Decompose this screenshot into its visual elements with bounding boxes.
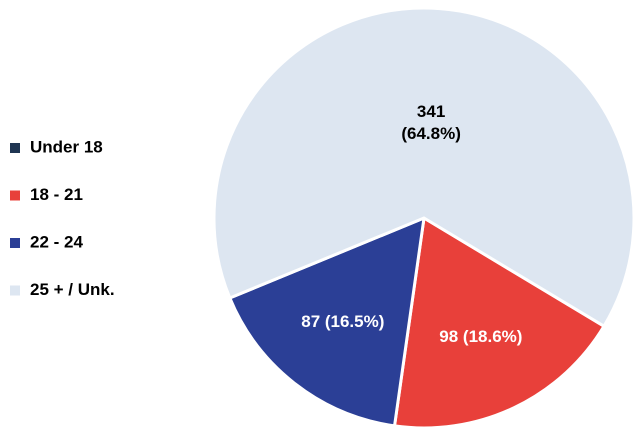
- legend-label: 22 - 24: [30, 232, 83, 251]
- legend-swatch: [10, 285, 20, 296]
- data-label: 98 (18.6%): [439, 327, 522, 346]
- legend-swatch: [10, 238, 20, 248]
- legend-swatch: [10, 143, 20, 153]
- legend-swatch: [10, 190, 20, 201]
- legend-label: 18 - 21: [30, 185, 83, 204]
- data-label: 87 (16.5%): [301, 312, 384, 331]
- data-label: 341 (64.8%): [401, 102, 461, 143]
- data-label-line: (64.8%): [401, 124, 461, 143]
- pie-slice: [227, 215, 426, 428]
- data-label-line: 341: [417, 102, 445, 121]
- pie-slice: [392, 215, 607, 430]
- legend-label: 25 + / Unk.: [30, 280, 115, 299]
- pie-slice: [212, 6, 635, 329]
- legend-label: Under 18: [30, 137, 103, 156]
